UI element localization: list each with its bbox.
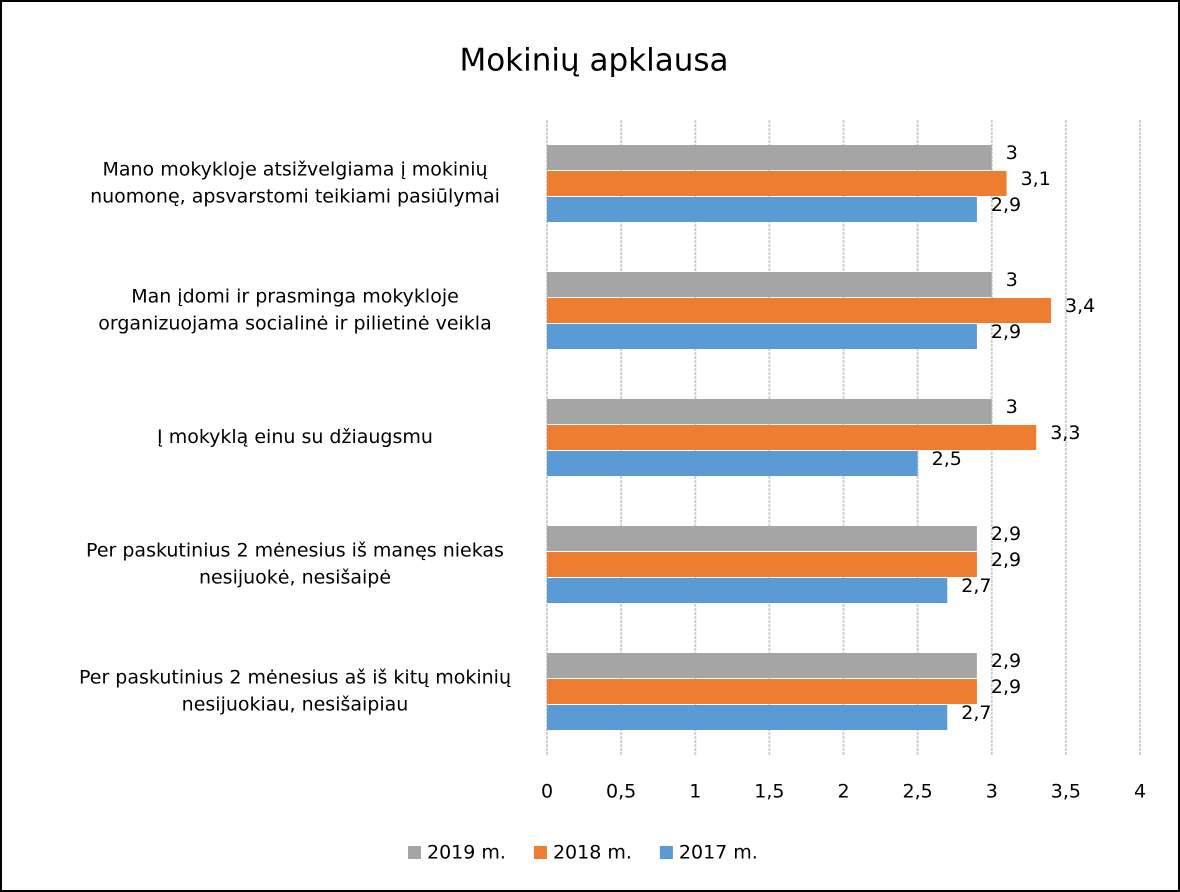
- y-tick-label: Man įdomi ir prasminga mokykloje: [131, 286, 459, 308]
- x-tick-label: 3,5: [1051, 781, 1081, 803]
- bar: [547, 679, 977, 704]
- y-tick-label: nesijuokiau, nesišaipiau: [182, 694, 409, 716]
- y-tick-label: nuomonę, apsvarstomi teikiami pasiūlymai: [90, 186, 500, 208]
- bar: [547, 298, 1052, 323]
- x-tick-label: 3: [986, 781, 998, 803]
- bar: [547, 399, 992, 424]
- bar: [547, 526, 977, 551]
- data-label: 2,5: [932, 448, 962, 470]
- legend-swatch: [408, 846, 421, 859]
- bar: [547, 578, 948, 603]
- data-label: 3: [1006, 142, 1018, 164]
- data-label: 2,7: [961, 575, 991, 597]
- bar: [547, 451, 918, 476]
- data-label: 2,9: [991, 549, 1021, 571]
- bar: [547, 145, 992, 170]
- data-label: 2,9: [991, 194, 1021, 216]
- y-tick-label: organizuojama socialinė ir pilietinė vei…: [98, 313, 491, 335]
- data-label: 2,9: [991, 650, 1021, 672]
- legend-label: 2019 m.: [427, 842, 506, 864]
- data-label: 3,1: [1021, 168, 1051, 190]
- data-label: 2,7: [961, 702, 991, 724]
- bar: [547, 425, 1037, 450]
- x-tick-label: 1: [689, 781, 701, 803]
- x-tick-label: 1,5: [754, 781, 784, 803]
- x-tick-label: 0,5: [606, 781, 636, 803]
- legend-swatch: [659, 846, 673, 859]
- data-label: 3: [1006, 269, 1018, 291]
- data-label: 3,4: [1065, 295, 1095, 317]
- legend-label: 2018 m.: [553, 842, 632, 864]
- bar: [547, 653, 977, 678]
- bar: [547, 705, 948, 730]
- y-tick-label: nesijuokė, nesišaipė: [199, 567, 391, 589]
- data-label: 2,9: [991, 321, 1021, 343]
- bar: [547, 171, 1007, 196]
- bar: [547, 197, 977, 222]
- data-label: 2,9: [991, 676, 1021, 698]
- y-tick-label: Per paskutinius 2 mėnesius aš iš kitų mo…: [79, 667, 511, 689]
- data-label: 2,9: [991, 523, 1021, 545]
- y-tick-label: Mano mokykloje atsižvelgiama į mokinių: [102, 159, 487, 181]
- data-label: 3: [1006, 396, 1018, 418]
- data-label: 3,3: [1050, 422, 1080, 444]
- chart-title: Mokinių apklausa: [459, 43, 728, 79]
- legend-label: 2017 m.: [679, 842, 758, 864]
- y-tick-label: Į mokyklą einu su džiaugsmu: [157, 426, 433, 448]
- x-tick-label: 2,5: [903, 781, 933, 803]
- bar: [547, 552, 977, 577]
- x-tick-label: 2: [837, 781, 849, 803]
- x-tick-label: 0: [541, 781, 553, 803]
- legend-swatch: [533, 846, 547, 859]
- y-tick-label: Per paskutinius 2 mėnesius iš manęs niek…: [86, 540, 504, 562]
- bar: [547, 324, 977, 349]
- bar: [547, 272, 992, 297]
- x-tick-label: 4: [1134, 781, 1146, 803]
